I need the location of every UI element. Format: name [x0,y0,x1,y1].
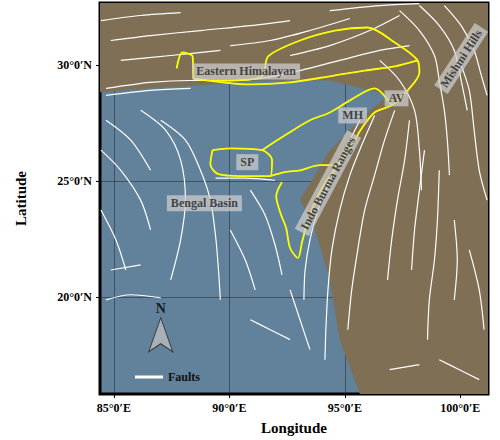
svg-text:Indo Burma Ranges: Indo Burma Ranges [298,134,359,232]
svg-text:100°0′E: 100°0′E [440,401,480,415]
svg-text:25°0′N: 25°0′N [57,174,92,188]
svg-text:Faults: Faults [168,370,200,384]
svg-text:Bengal Basin: Bengal Basin [171,196,238,210]
svg-text:AV: AV [389,91,405,105]
svg-text:85°0′E: 85°0′E [97,401,131,415]
svg-text:MH: MH [342,108,363,122]
svg-text:SP: SP [240,155,254,169]
svg-text:Latitude: Latitude [13,171,29,226]
svg-text:N: N [156,301,166,316]
svg-text:90°0′E: 90°0′E [212,401,246,415]
svg-text:30°0′N: 30°0′N [57,58,92,72]
svg-text:95°0′E: 95°0′E [328,401,362,415]
svg-text:20°0′N: 20°0′N [57,290,92,304]
svg-text:Longitude: Longitude [261,420,327,436]
svg-text:Eastern Himalayan: Eastern Himalayan [196,64,296,78]
svg-text:Mishmi Hills: Mishmi Hills [437,27,485,91]
